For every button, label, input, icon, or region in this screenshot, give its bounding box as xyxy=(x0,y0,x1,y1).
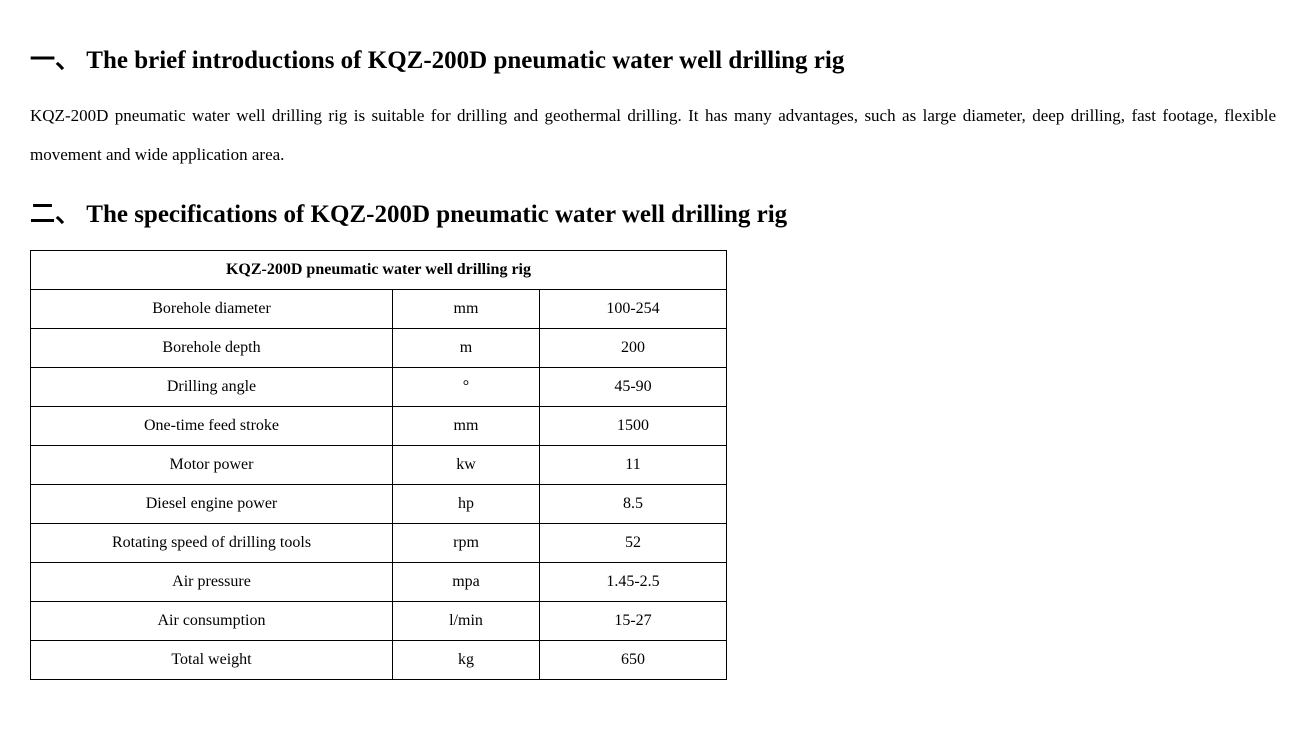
table-cell-value: 15-27 xyxy=(540,602,727,641)
table-cell-value: 45-90 xyxy=(540,368,727,407)
table-cell-parameter: Borehole depth xyxy=(31,329,393,368)
table-row: Drilling angle ° 45-90 xyxy=(31,368,727,407)
table-row: Rotating speed of drilling tools rpm 52 xyxy=(31,524,727,563)
table-cell-value: 52 xyxy=(540,524,727,563)
table-cell-value: 1500 xyxy=(540,407,727,446)
table-cell-parameter: One-time feed stroke xyxy=(31,407,393,446)
table-row: Air consumption l/min 15-27 xyxy=(31,602,727,641)
table-cell-value: 100-254 xyxy=(540,290,727,329)
table-cell-parameter: Air pressure xyxy=(31,563,393,602)
table-cell-value: 1.45-2.5 xyxy=(540,563,727,602)
table-cell-unit: l/min xyxy=(393,602,540,641)
table-cell-parameter: Borehole diameter xyxy=(31,290,393,329)
table-cell-unit: mm xyxy=(393,290,540,329)
table-row: Total weight kg 650 xyxy=(31,641,727,680)
table-cell-parameter: Total weight xyxy=(31,641,393,680)
table-cell-value: 8.5 xyxy=(540,485,727,524)
table-cell-unit: mpa xyxy=(393,563,540,602)
table-cell-unit: mm xyxy=(393,407,540,446)
specifications-table: KQZ-200D pneumatic water well drilling r… xyxy=(30,250,727,680)
table-body: Borehole diameter mm 100-254 Borehole de… xyxy=(31,290,727,680)
section1-number-prefix: 一、 xyxy=(30,47,80,74)
table-row: Borehole depth m 200 xyxy=(31,329,727,368)
table-cell-value: 650 xyxy=(540,641,727,680)
section1-heading: 一、 The brief introductions of KQZ-200D p… xyxy=(30,40,1276,76)
table-cell-parameter: Air consumption xyxy=(31,602,393,641)
table-cell-value: 200 xyxy=(540,329,727,368)
table-cell-unit: ° xyxy=(393,368,540,407)
table-header-row: KQZ-200D pneumatic water well drilling r… xyxy=(31,251,727,290)
section2-heading: 二、 The specifications of KQZ-200D pneuma… xyxy=(30,194,1276,230)
table-cell-parameter: Motor power xyxy=(31,446,393,485)
section1-heading-text: The brief introductions of KQZ-200D pneu… xyxy=(86,47,844,74)
section2-number-prefix: 二、 xyxy=(30,201,80,228)
table-row: Diesel engine power hp 8.5 xyxy=(31,485,727,524)
table-cell-unit: kw xyxy=(393,446,540,485)
table-cell-value: 11 xyxy=(540,446,727,485)
section1-paragraph: KQZ-200D pneumatic water well drilling r… xyxy=(30,96,1276,174)
table-cell-parameter: Diesel engine power xyxy=(31,485,393,524)
table-cell-unit: rpm xyxy=(393,524,540,563)
table-cell-unit: kg xyxy=(393,641,540,680)
table-cell-parameter: Rotating speed of drilling tools xyxy=(31,524,393,563)
table-row: Borehole diameter mm 100-254 xyxy=(31,290,727,329)
table-row: One-time feed stroke mm 1500 xyxy=(31,407,727,446)
table-cell-unit: m xyxy=(393,329,540,368)
section2-heading-text: The specifications of KQZ-200D pneumatic… xyxy=(86,201,787,228)
table-title: KQZ-200D pneumatic water well drilling r… xyxy=(31,251,727,290)
table-cell-unit: hp xyxy=(393,485,540,524)
table-row: Air pressure mpa 1.45-2.5 xyxy=(31,563,727,602)
table-row: Motor power kw 11 xyxy=(31,446,727,485)
table-cell-parameter: Drilling angle xyxy=(31,368,393,407)
